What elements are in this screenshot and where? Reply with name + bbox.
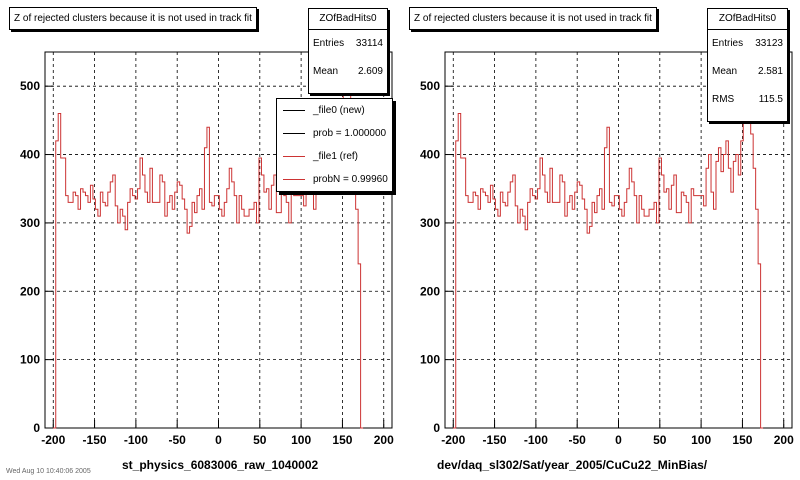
y-tick-label: 500 xyxy=(20,79,40,93)
y-tick-label: 400 xyxy=(420,148,440,162)
y-tick-label: 0 xyxy=(433,421,440,435)
legend-entry-ref: _file1 (ref) xyxy=(277,145,392,168)
legend-entry-prob: prob = 1.000000 xyxy=(277,122,392,145)
x-tick-label: -50 xyxy=(169,433,187,447)
y-tick-label: 100 xyxy=(20,353,40,367)
stats-row-entries: Entries 33123 xyxy=(712,38,783,49)
legend-line-icon xyxy=(283,179,305,180)
histogram-series-line xyxy=(53,58,364,429)
stats-row-rms: RMS 115.5 xyxy=(712,94,783,105)
x-tick-label: -100 xyxy=(124,433,148,447)
x-tick-label: -200 xyxy=(41,433,65,447)
x-tick-label: -50 xyxy=(569,433,587,447)
y-tick-label: 300 xyxy=(420,216,440,230)
x-tick-label: 200 xyxy=(374,433,394,447)
panel-1-title: Z of rejected clusters because it is not… xyxy=(409,7,657,30)
x-tick-label: 150 xyxy=(332,433,352,447)
panel-0-title: Z of rejected clusters because it is not… xyxy=(9,7,257,30)
x-tick-label: 200 xyxy=(774,433,794,447)
x-tick-label: -100 xyxy=(524,433,548,447)
stats-name: ZOfBadHits0 xyxy=(309,9,387,30)
legend-line-icon xyxy=(283,156,305,157)
x-tick-label: 50 xyxy=(253,433,267,447)
x-tick-label: -150 xyxy=(483,433,507,447)
stats-row-mean: Mean 2.609 xyxy=(313,66,383,77)
x-tick-label: 100 xyxy=(291,433,311,447)
legend-entry-new: _file0 (new) xyxy=(277,99,392,122)
timestamp-footer: Wed Aug 10 10:40:06 2005 xyxy=(6,468,91,475)
stats-row-entries: Entries 33114 xyxy=(313,38,383,49)
y-tick-label: 500 xyxy=(420,79,440,93)
x-tick-label: -150 xyxy=(83,433,107,447)
x-tick-label: -200 xyxy=(441,433,465,447)
stats-name: ZOfBadHits0 xyxy=(708,9,787,30)
y-tick-label: 200 xyxy=(420,284,440,298)
legend-line-icon xyxy=(283,133,305,134)
x-tick-label: 50 xyxy=(653,433,667,447)
panel-1-stats-box: ZOfBadHits0 Entries 33123 Mean 2.581 RMS 11… xyxy=(707,8,788,122)
panel-0-x-axis-title: st_physics_6083006_raw_1040002 xyxy=(122,458,319,472)
x-tick-label: 0 xyxy=(215,433,222,447)
x-tick-label: 0 xyxy=(615,433,622,447)
panel-1-x-axis-title: dev/daq_sl302/Sat/year_2005/CuCu22_MinBi… xyxy=(437,458,708,472)
y-tick-label: 400 xyxy=(20,148,40,162)
y-tick-label: 200 xyxy=(20,284,40,298)
x-tick-label: 100 xyxy=(691,433,711,447)
histogram-series-line xyxy=(453,58,764,429)
panel-0-stats-box: ZOfBadHits0 Entries 33114 Mean 2.609 xyxy=(308,8,388,94)
legend-line-icon xyxy=(283,110,305,111)
x-tick-label: 150 xyxy=(732,433,752,447)
y-tick-label: 100 xyxy=(420,353,440,367)
y-tick-label: 0 xyxy=(33,421,40,435)
panel-0-legend: _file0 (new) prob = 1.000000 _file1 (ref… xyxy=(276,98,393,192)
legend-entry-probn: probN = 0.99960 xyxy=(277,168,392,191)
stats-row-mean: Mean 2.581 xyxy=(712,66,783,77)
y-tick-label: 300 xyxy=(20,216,40,230)
